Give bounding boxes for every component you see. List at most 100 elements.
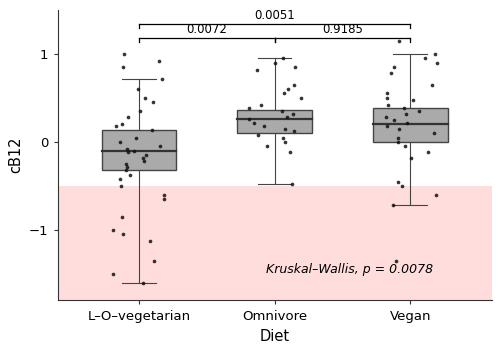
Bar <box>102 131 176 170</box>
Text: 0.9185: 0.9185 <box>322 23 363 36</box>
Point <box>389 202 397 208</box>
Point <box>260 123 268 129</box>
Point <box>430 130 438 136</box>
Point <box>158 76 166 81</box>
Point <box>290 111 298 117</box>
Point <box>119 64 127 70</box>
Point <box>109 227 117 233</box>
Point <box>142 152 150 158</box>
Point <box>383 91 391 96</box>
Point <box>136 108 144 114</box>
Point <box>394 139 402 145</box>
Point <box>432 192 440 197</box>
Point <box>109 271 117 277</box>
Point <box>284 86 292 92</box>
Point <box>124 164 132 169</box>
Point <box>250 120 258 125</box>
Text: 0.0051: 0.0051 <box>254 9 295 22</box>
Point <box>160 192 168 197</box>
Point <box>116 139 124 145</box>
Point <box>401 144 409 149</box>
Point <box>382 123 390 129</box>
Point <box>118 121 126 127</box>
Point <box>290 82 298 88</box>
Point <box>431 51 439 57</box>
Point <box>279 135 287 140</box>
Point <box>116 176 124 182</box>
Point <box>408 97 416 102</box>
Point <box>134 86 142 92</box>
Point <box>141 95 149 101</box>
Point <box>404 120 411 125</box>
Text: Kruskal–Wallis, p = 0.0078: Kruskal–Wallis, p = 0.0078 <box>266 263 433 276</box>
Point <box>416 108 424 114</box>
Point <box>383 95 391 101</box>
Point <box>150 258 158 264</box>
Point <box>118 214 126 220</box>
Point <box>288 181 296 187</box>
Point <box>284 114 292 120</box>
Point <box>396 126 404 132</box>
Bar <box>238 110 312 133</box>
Point <box>117 183 125 189</box>
Point <box>258 102 266 108</box>
Point <box>130 148 138 153</box>
Point <box>160 196 168 202</box>
Point <box>278 108 286 114</box>
Bar <box>58 186 492 300</box>
Point <box>146 238 154 243</box>
Point <box>428 82 436 88</box>
Point <box>421 56 429 61</box>
Text: 0.0072: 0.0072 <box>186 23 227 36</box>
Point <box>148 128 156 133</box>
Point <box>384 102 392 108</box>
Point <box>281 126 289 132</box>
Point <box>122 161 130 167</box>
Point <box>126 172 134 178</box>
Point <box>132 135 140 140</box>
Point <box>394 179 402 184</box>
Point <box>119 232 127 237</box>
Point <box>139 280 147 285</box>
Point <box>122 146 130 152</box>
Point <box>297 95 305 101</box>
Point <box>254 132 262 138</box>
Point <box>155 58 163 64</box>
Point <box>120 51 128 57</box>
Point <box>244 116 252 122</box>
Point <box>286 150 294 155</box>
Point <box>124 150 132 155</box>
Point <box>280 91 287 96</box>
Point <box>282 139 290 145</box>
Point <box>394 135 402 140</box>
Point <box>245 106 253 111</box>
Point <box>406 155 414 161</box>
Point <box>156 144 164 149</box>
Point <box>279 56 287 61</box>
Point <box>290 128 298 134</box>
Point <box>122 167 130 173</box>
Point <box>394 38 402 43</box>
Y-axis label: cB12: cB12 <box>8 137 24 174</box>
Point <box>140 158 148 164</box>
Point <box>140 155 147 161</box>
Point <box>254 67 262 73</box>
Point <box>390 117 398 123</box>
Point <box>124 114 132 120</box>
Bar <box>373 108 448 142</box>
Point <box>390 64 398 70</box>
Point <box>424 150 432 155</box>
Point <box>262 144 270 149</box>
Point <box>398 183 406 189</box>
Point <box>386 70 394 76</box>
Point <box>112 123 120 129</box>
Point <box>392 258 400 264</box>
Point <box>402 111 410 117</box>
Point <box>271 60 279 65</box>
X-axis label: Diet: Diet <box>260 329 290 344</box>
Point <box>432 60 440 65</box>
Point <box>382 114 390 120</box>
Point <box>150 100 158 105</box>
Point <box>291 64 299 70</box>
Point <box>400 106 408 111</box>
